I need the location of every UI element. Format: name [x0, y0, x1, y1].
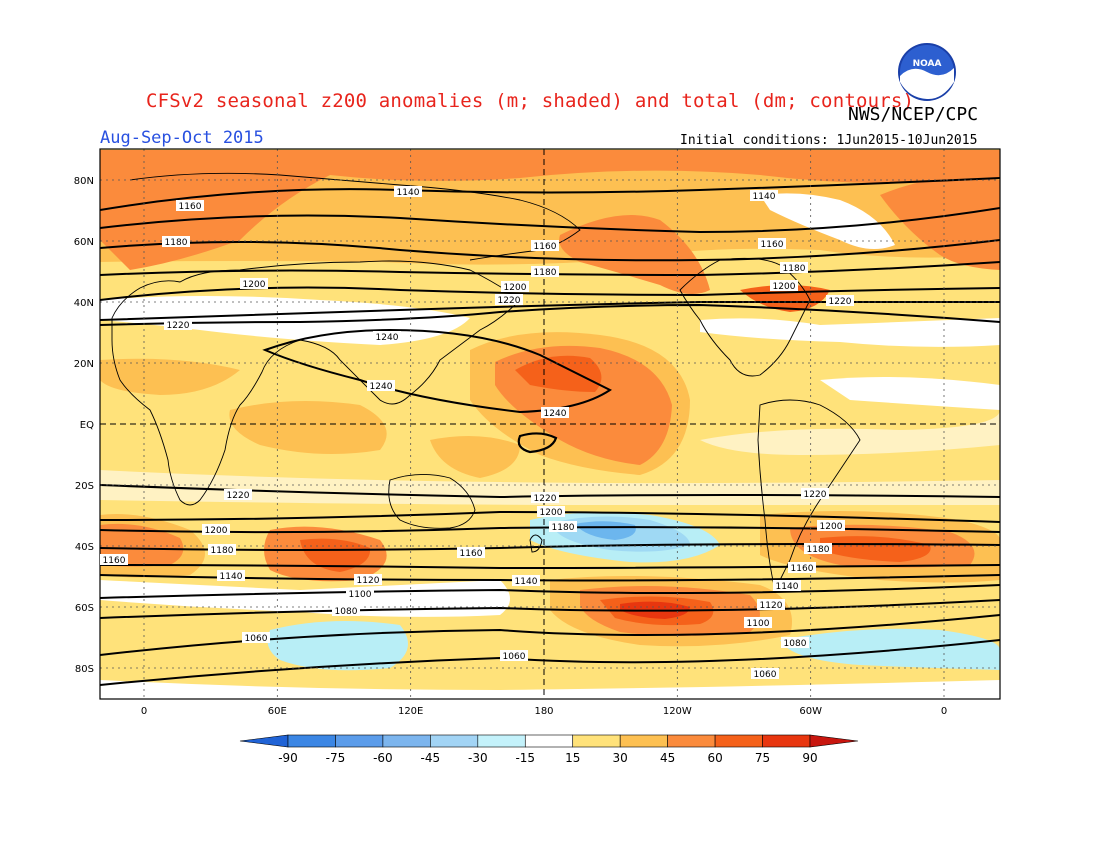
contour-label: 1180	[783, 264, 806, 274]
latitude-label: 80N	[74, 176, 94, 187]
svg-text:NOAA: NOAA	[913, 59, 942, 69]
latitude-label: 60S	[75, 603, 94, 614]
colorbar-segment	[762, 734, 811, 748]
contour-label: 1160	[179, 202, 202, 212]
contour-label: 1220	[227, 491, 250, 501]
longitude-label: 0	[941, 706, 947, 717]
colorbar-segment	[430, 734, 479, 748]
colorbar-segment	[667, 734, 716, 748]
contour-label: 1120	[760, 601, 783, 611]
contour-label: 1100	[349, 590, 372, 600]
contour-label: 1200	[504, 283, 527, 293]
colorbar-tick-label: 30	[613, 751, 628, 765]
latitude-label: EQ	[80, 420, 94, 431]
contour-label: 1200	[243, 280, 266, 290]
contour-label: 1100	[747, 619, 770, 629]
colorbar-segment	[335, 734, 384, 748]
chart-title: CFSv2 seasonal z200 anomalies (m; shaded…	[146, 90, 915, 112]
colorbar-tick-label: -60	[373, 751, 393, 765]
season-label: Aug-Sep-Oct 2015	[100, 128, 264, 148]
contour-label: 1240	[376, 333, 399, 343]
colorbar-segment	[524, 734, 574, 748]
contour-label: 1140	[515, 577, 538, 587]
contour-label: 1180	[534, 268, 557, 278]
contour-label: 1080	[335, 607, 358, 617]
contour-label: 1160	[460, 549, 483, 559]
latitude-label: 80S	[75, 664, 94, 675]
contour-label: 1220	[804, 490, 827, 500]
latitude-label: 20N	[74, 359, 94, 370]
contour-label: 1160	[103, 556, 126, 566]
contour-label: 1200	[820, 522, 843, 532]
colorbar-segment	[619, 734, 668, 748]
contour-label: 1060	[245, 634, 268, 644]
contour-label: 1220	[498, 296, 521, 306]
contour-labels: 1140 1160 1180 1200 1220 1240 1240 1240 …	[100, 186, 854, 680]
latitude-label: 40N	[74, 298, 94, 309]
colorbar-arrow-high	[809, 734, 859, 748]
colorbar-segment	[477, 734, 526, 748]
longitude-label: 60E	[268, 706, 287, 717]
colorbar-tick-labels: -90 -75 -60 -45 -30 -15 15 30 45 60 75 90	[278, 751, 817, 765]
colorbar-tick-label: -45	[421, 751, 441, 765]
contour-label: 1180	[552, 523, 575, 533]
longitude-label: 60W	[799, 706, 822, 717]
colorbar-tick-label: -30	[468, 751, 488, 765]
contour-label: 1240	[370, 382, 393, 392]
contour-label: 1160	[761, 240, 784, 250]
contour-label: 1200	[205, 526, 228, 536]
initial-conditions-label: Initial conditions: 1Jun2015-10Jun2015	[680, 133, 978, 148]
contour-label: 1180	[165, 238, 188, 248]
colorbar-tick-label: 15	[565, 751, 580, 765]
contour-label: 1140	[776, 582, 799, 592]
latitude-label: 40S	[75, 542, 94, 553]
noaa-logo: NOAA	[898, 43, 956, 101]
colorbar-segment	[572, 734, 621, 748]
colorbar-segment	[382, 734, 431, 748]
contour-label: 1220	[167, 321, 190, 331]
colorbar-arrow-low	[239, 734, 289, 748]
agency-label: NWS/NCEP/CPC	[848, 104, 979, 125]
contour-label: 1220	[829, 297, 852, 307]
colorbar-tick-label: -15	[515, 751, 535, 765]
longitude-label: 180	[534, 706, 553, 717]
longitude-label: 120E	[398, 706, 423, 717]
graticule	[100, 149, 1000, 699]
contour-label: 1140	[220, 572, 243, 582]
contour-label: 1140	[753, 192, 776, 202]
longitude-label: 120W	[663, 706, 692, 717]
colorbar-tick-label: -90	[278, 751, 298, 765]
longitude-label: 0	[141, 706, 147, 717]
colorbar-tick-label: 45	[660, 751, 675, 765]
colorbar-segments	[239, 734, 859, 748]
contour-label: 1060	[754, 670, 777, 680]
latitude-label: 20S	[75, 481, 94, 492]
map-frame	[99, 148, 1001, 700]
contour-label: 1140	[397, 188, 420, 198]
longitude-labels: 0 60E 120E 180 120W 60W 0	[141, 706, 947, 717]
contour-label: 1240	[544, 409, 567, 419]
contour-label: 1080	[784, 639, 807, 649]
colorbar-segment	[714, 734, 763, 748]
colorbar-segment	[287, 734, 336, 748]
contour-label: 1160	[534, 242, 557, 252]
colorbar-tick-label: -75	[326, 751, 346, 765]
contour-label: 1120	[357, 576, 380, 586]
contour-label: 1180	[807, 545, 830, 555]
contour-label: 1220	[534, 494, 557, 504]
colorbar-tick-label: 90	[802, 751, 817, 765]
contour-label: 1200	[540, 508, 563, 518]
latitude-labels: 80N 60N 40N 20N EQ 20S 40S 60S 80S	[74, 176, 94, 675]
contour-label: 1160	[791, 564, 814, 574]
contour-label: 1180	[211, 546, 234, 556]
contour-label: 1060	[503, 652, 526, 662]
colorbar-tick-label: 75	[755, 751, 770, 765]
contour-label: 1200	[773, 282, 796, 292]
latitude-label: 60N	[74, 237, 94, 248]
colorbar-tick-label: 60	[707, 751, 722, 765]
